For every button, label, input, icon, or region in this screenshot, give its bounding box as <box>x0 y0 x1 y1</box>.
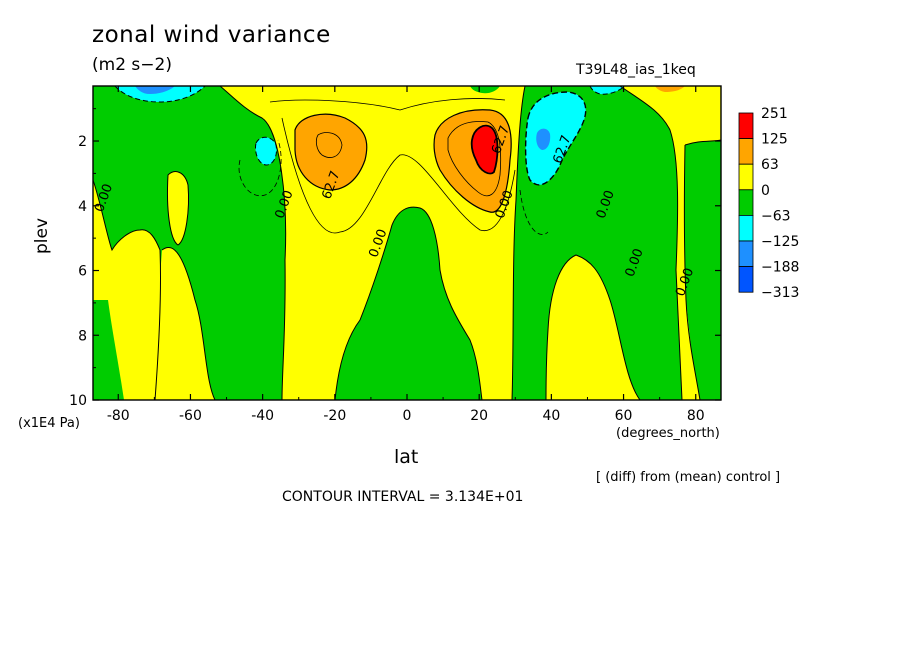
region-green-nh-polar <box>684 140 721 400</box>
region-yellow-nh-gap <box>686 300 697 400</box>
region-green-top-center <box>470 86 500 94</box>
colorbar-level-label: 251 <box>761 106 788 122</box>
diff-note: [ (diff) from (mean) control ] <box>596 470 781 485</box>
x-axis-label: lat <box>394 446 419 468</box>
y-tick-label: 8 <box>78 328 87 344</box>
x-tick-label: 80 <box>687 408 705 424</box>
colorbar-level-label: −188 <box>761 260 799 276</box>
y-axis: 2 4 6 8 10 <box>69 108 721 409</box>
x-tick-label: -80 <box>107 408 130 424</box>
y-tick-label: 4 <box>78 199 87 215</box>
region-blue-top-sh <box>135 86 175 94</box>
region-cyan-top-sh <box>115 86 205 102</box>
x-tick-label: 60 <box>615 408 633 424</box>
region-yellow-sh-blob <box>167 171 189 245</box>
x-axis: -80 -60 -40 -20 0 20 40 60 80 <box>107 86 705 424</box>
x-axis-unit: (degrees_north) <box>616 426 720 441</box>
region-orange-top-nh <box>655 86 685 92</box>
colorbar-level-label: −313 <box>761 285 799 301</box>
run-id: T39L48_ias_1keq <box>576 62 696 78</box>
x-tick-label: 20 <box>470 408 488 424</box>
x-tick-label: 40 <box>542 408 560 424</box>
x-tick-label: -40 <box>251 408 274 424</box>
colorbar-swatch <box>738 214 754 242</box>
y-tick-label: 6 <box>78 264 87 280</box>
y-tick-label: 2 <box>78 134 87 150</box>
region-red-nh <box>471 125 498 174</box>
colorbar-swatch <box>738 138 754 165</box>
colorbar-level-label: −63 <box>761 208 791 224</box>
colorbar-swatch <box>738 189 754 216</box>
region-green-sh-low <box>93 300 124 400</box>
y-axis-unit: (x1E4 Pa) <box>18 416 80 431</box>
x-tick-label: 0 <box>403 408 412 424</box>
colorbar-swatch <box>738 266 754 293</box>
x-tick-label: -60 <box>179 408 202 424</box>
region-blue-nh <box>536 128 551 150</box>
colorbar-swatch <box>738 112 754 140</box>
x-tick-label: -20 <box>323 408 346 424</box>
contour-interval: CONTOUR INTERVAL = 3.134E+01 <box>282 489 524 505</box>
y-tick-label: 10 <box>69 393 87 409</box>
region-cyan-nh <box>525 92 586 185</box>
colorbar-level-label: 63 <box>761 157 779 173</box>
colorbar-level-label: −125 <box>761 234 799 250</box>
colorbar-swatch <box>738 163 754 191</box>
colorbar-swatch <box>738 240 754 268</box>
colorbar-legend: 251 125 63 0 −63 −125 −188 −313 <box>738 106 799 301</box>
region-orange-sh <box>295 114 367 190</box>
chart-units: (m2 s−2) <box>92 55 172 75</box>
contour-lines <box>93 86 721 400</box>
colorbar-level-label: 0 <box>761 183 770 199</box>
colorbar-level-label: 125 <box>761 132 788 148</box>
chart-title: zonal wind variance <box>92 22 331 48</box>
region-cyan-sh <box>255 137 277 165</box>
region-cyan-top-nh <box>590 86 625 95</box>
region-green-center <box>335 207 482 400</box>
plot-fill <box>93 86 721 400</box>
